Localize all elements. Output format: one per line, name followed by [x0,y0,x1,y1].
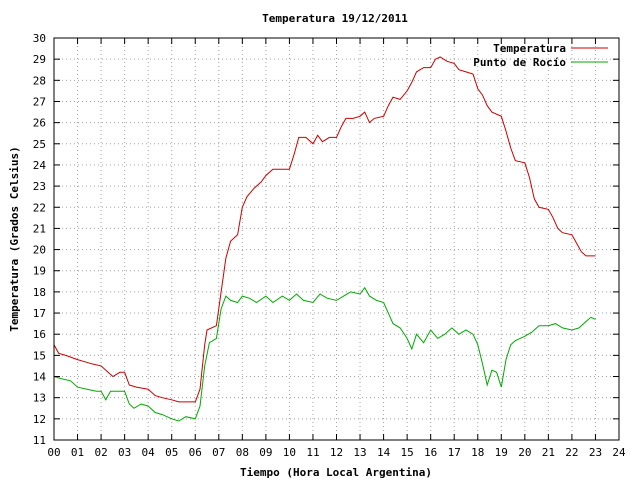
y-tick-label-24: 24 [33,159,47,172]
x-tick-label-19: 19 [495,446,508,459]
x-tick-label-21: 21 [542,446,555,459]
x-tick-label-06: 06 [189,446,202,459]
x-tick-label-16: 16 [424,446,437,459]
series-line-punto-de-rocio [53,286,596,422]
y-tick-label-17: 17 [33,307,46,320]
grid [54,38,619,440]
y-tick-label-23: 23 [33,180,46,193]
x-axis-ticks: 00 01 02 03 04 05 06 07 08 09 10 11 12 13 14 15 16 17 18 19… [47,38,626,459]
y-tick-label-29: 29 [33,53,46,66]
x-tick-label-24: 24 [612,446,626,459]
y-tick-label-25: 25 [33,138,46,151]
y-tick-label-12: 12 [33,413,46,426]
x-tick-label-18: 18 [471,446,484,459]
y-tick-label-27: 27 [33,95,46,108]
x-tick-label-13: 13 [353,446,366,459]
x-tick-label-17: 17 [448,446,461,459]
x-tick-label-11: 11 [306,446,319,459]
y-tick-label-21: 21 [33,222,46,235]
x-tick-label-02: 02 [94,446,107,459]
series-layer [53,56,596,422]
y-axis-label: Temperatura (Grados Celsius) [8,146,21,331]
legend-label-punto-de-rocio: Punto de Rocío [473,56,566,69]
y-tick-label-28: 28 [33,74,46,87]
x-tick-label-22: 22 [565,446,578,459]
x-tick-label-10: 10 [283,446,296,459]
x-tick-label-05: 05 [165,446,178,459]
series-line-temperatura [53,56,596,403]
y-tick-label-20: 20 [33,244,46,257]
x-tick-label-01: 01 [71,446,84,459]
y-tick-label-13: 13 [33,392,46,405]
x-tick-label-23: 23 [589,446,602,459]
x-tick-label-08: 08 [236,446,249,459]
y-tick-label-11: 11 [33,434,46,447]
y-tick-label-26: 26 [33,117,46,130]
x-tick-label-20: 20 [518,446,531,459]
y-tick-label-22: 22 [33,201,46,214]
y-tick-label-15: 15 [33,349,46,362]
y-tick-label-14: 14 [33,371,47,384]
x-tick-label-15: 15 [401,446,414,459]
x-tick-label-14: 14 [377,446,391,459]
y-tick-label-16: 16 [33,328,46,341]
legend: Temperatura Punto de Rocío [473,42,608,69]
x-tick-label-04: 04 [142,446,156,459]
x-tick-label-00: 00 [47,446,60,459]
y-tick-label-19: 19 [33,265,46,278]
y-tick-label-18: 18 [33,286,46,299]
x-tick-label-09: 09 [259,446,272,459]
legend-label-temperatura: Temperatura [493,42,566,55]
x-tick-label-03: 03 [118,446,131,459]
x-axis-label: Tiempo (Hora Local Argentina) [240,466,432,479]
x-tick-label-07: 07 [212,446,225,459]
chart-title: Temperatura 19/12/2011 [262,12,408,25]
y-axis-ticks: 11 12 13 14 15 16 17 18 19 20 21 22 23 24 25 26 27 28 29 30 [33,32,619,447]
y-tick-label-30: 30 [33,32,46,45]
x-tick-label-12: 12 [330,446,343,459]
